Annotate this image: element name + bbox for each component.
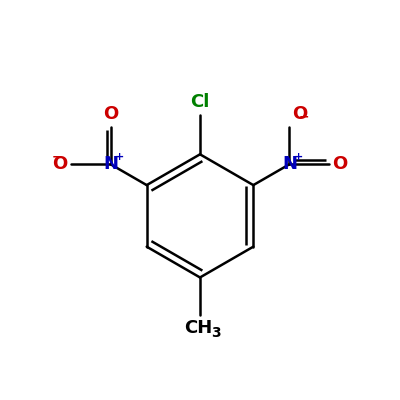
Text: O: O [332,155,348,173]
Text: O: O [52,155,68,173]
Text: CH: CH [184,319,212,337]
Text: O: O [103,105,118,123]
Text: N: N [103,155,118,173]
Text: N: N [282,155,297,173]
Text: 3: 3 [211,326,221,340]
Text: −: − [298,110,309,123]
Text: +: + [115,152,124,162]
Text: +: + [294,152,303,162]
Text: O: O [292,105,307,123]
Text: −: − [51,150,62,164]
Text: Cl: Cl [190,94,210,112]
